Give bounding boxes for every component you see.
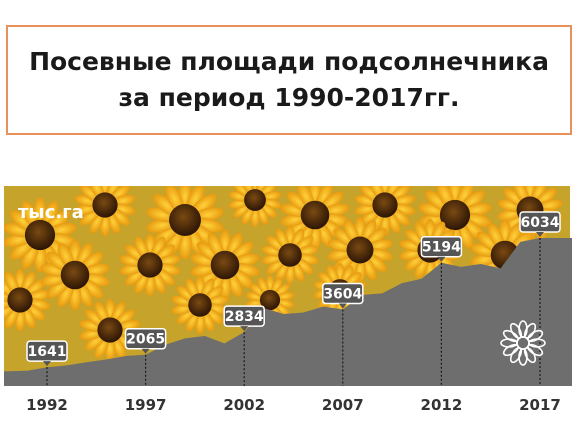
value-label-1992: 1641: [26, 340, 68, 367]
value-label-pointer: [240, 326, 249, 332]
title-line-2: за период 1990-2017гг.: [118, 83, 460, 112]
value-label-text: 2834: [225, 309, 264, 325]
sunflower-12: [261, 225, 319, 285]
value-label-2007: 3604: [322, 282, 364, 309]
unit-label: тыс.га: [18, 202, 84, 223]
value-label-2017: 6034: [519, 211, 561, 237]
x-tick-2007: 2007: [322, 396, 364, 414]
sunflower-8: [4, 268, 51, 332]
value-label-pointer: [437, 256, 446, 262]
sunflower-10: [119, 233, 181, 297]
value-label-1997: 2065: [124, 327, 167, 354]
value-label-pointer: [141, 348, 150, 354]
x-tick-2002: 2002: [223, 396, 265, 414]
x-tick-2017: 2017: [519, 396, 561, 414]
value-label-text: 1641: [28, 344, 67, 360]
value-label-text: 5194: [422, 240, 461, 256]
value-label-text: 3604: [323, 286, 362, 302]
sunflower-2: [146, 186, 224, 260]
sunflower-11: [190, 229, 260, 301]
value-label-pointer: [43, 361, 51, 367]
title-line-1: Посевные площади подсолнечника: [29, 47, 549, 76]
value-label-2012: 5194: [420, 235, 463, 262]
x-tick-1992: 1992: [26, 396, 68, 414]
sunflower-1: [74, 186, 136, 237]
value-label-pointer: [338, 303, 347, 309]
value-label-text: 6034: [521, 215, 560, 231]
flower-outline-icon: [500, 320, 546, 366]
sunflower-18: [171, 275, 229, 335]
x-tick-2012: 2012: [421, 396, 463, 414]
title-box: Посевные площади подсолнечника за период…: [6, 25, 572, 135]
area-series: [4, 238, 572, 386]
value-label-box: [420, 235, 463, 258]
value-label-pointer: [536, 232, 544, 237]
value-label-text: 2065: [126, 332, 165, 348]
sunflower-3: [228, 186, 282, 228]
value-label-2002: 2834: [223, 305, 265, 332]
sunflower-9: [40, 239, 110, 311]
x-tick-1997: 1997: [125, 396, 167, 414]
sunflower-17: [79, 298, 141, 362]
